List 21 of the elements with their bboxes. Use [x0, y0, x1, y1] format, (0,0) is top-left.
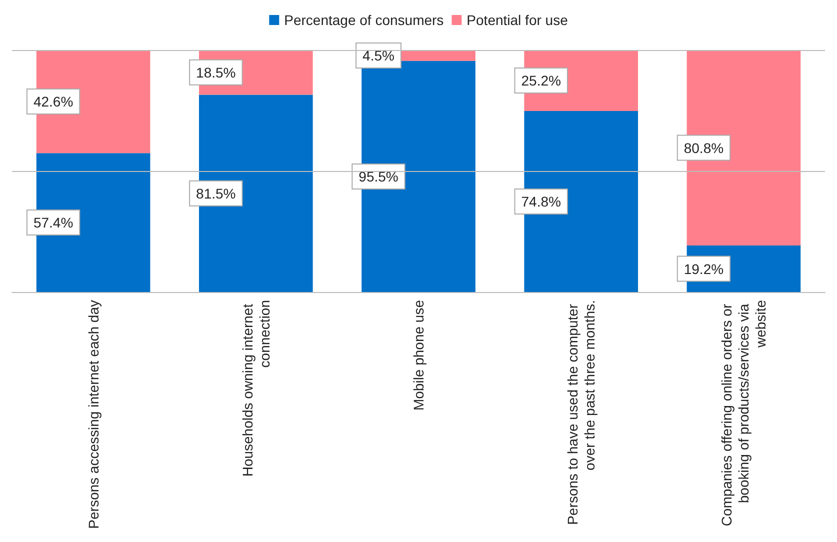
bar — [198, 94, 313, 292]
x-tick-label: Mobile phone use — [410, 300, 426, 411]
bar — [686, 50, 801, 246]
data-label: 18.5% — [196, 64, 236, 80]
data-label: 19.2% — [684, 260, 724, 277]
data-label: 95.5% — [358, 168, 398, 184]
data-label: 42.6% — [33, 94, 74, 110]
x-tick-label: Companies offering online orders or booking of products/services via website — [718, 300, 769, 526]
legend-label: Potential for use — [466, 12, 568, 28]
x-tick-label: Households owning internet connection — [239, 300, 272, 477]
data-label: 57.4% — [33, 214, 74, 231]
data-label: 4.5% — [362, 47, 394, 64]
legend-label: Percentage of consumers — [284, 12, 444, 28]
x-tick-label: Persons accessing internet each day — [85, 300, 102, 529]
x-tick-label: Persons to have used the computer over the past three months. — [564, 300, 598, 525]
bar — [36, 153, 150, 292]
data-label: 80.8% — [684, 140, 724, 156]
data-label: 81.5% — [196, 185, 236, 202]
bar — [524, 110, 638, 292]
data-label: 25.2% — [521, 72, 561, 88]
data-label: 74.8% — [521, 193, 561, 210]
